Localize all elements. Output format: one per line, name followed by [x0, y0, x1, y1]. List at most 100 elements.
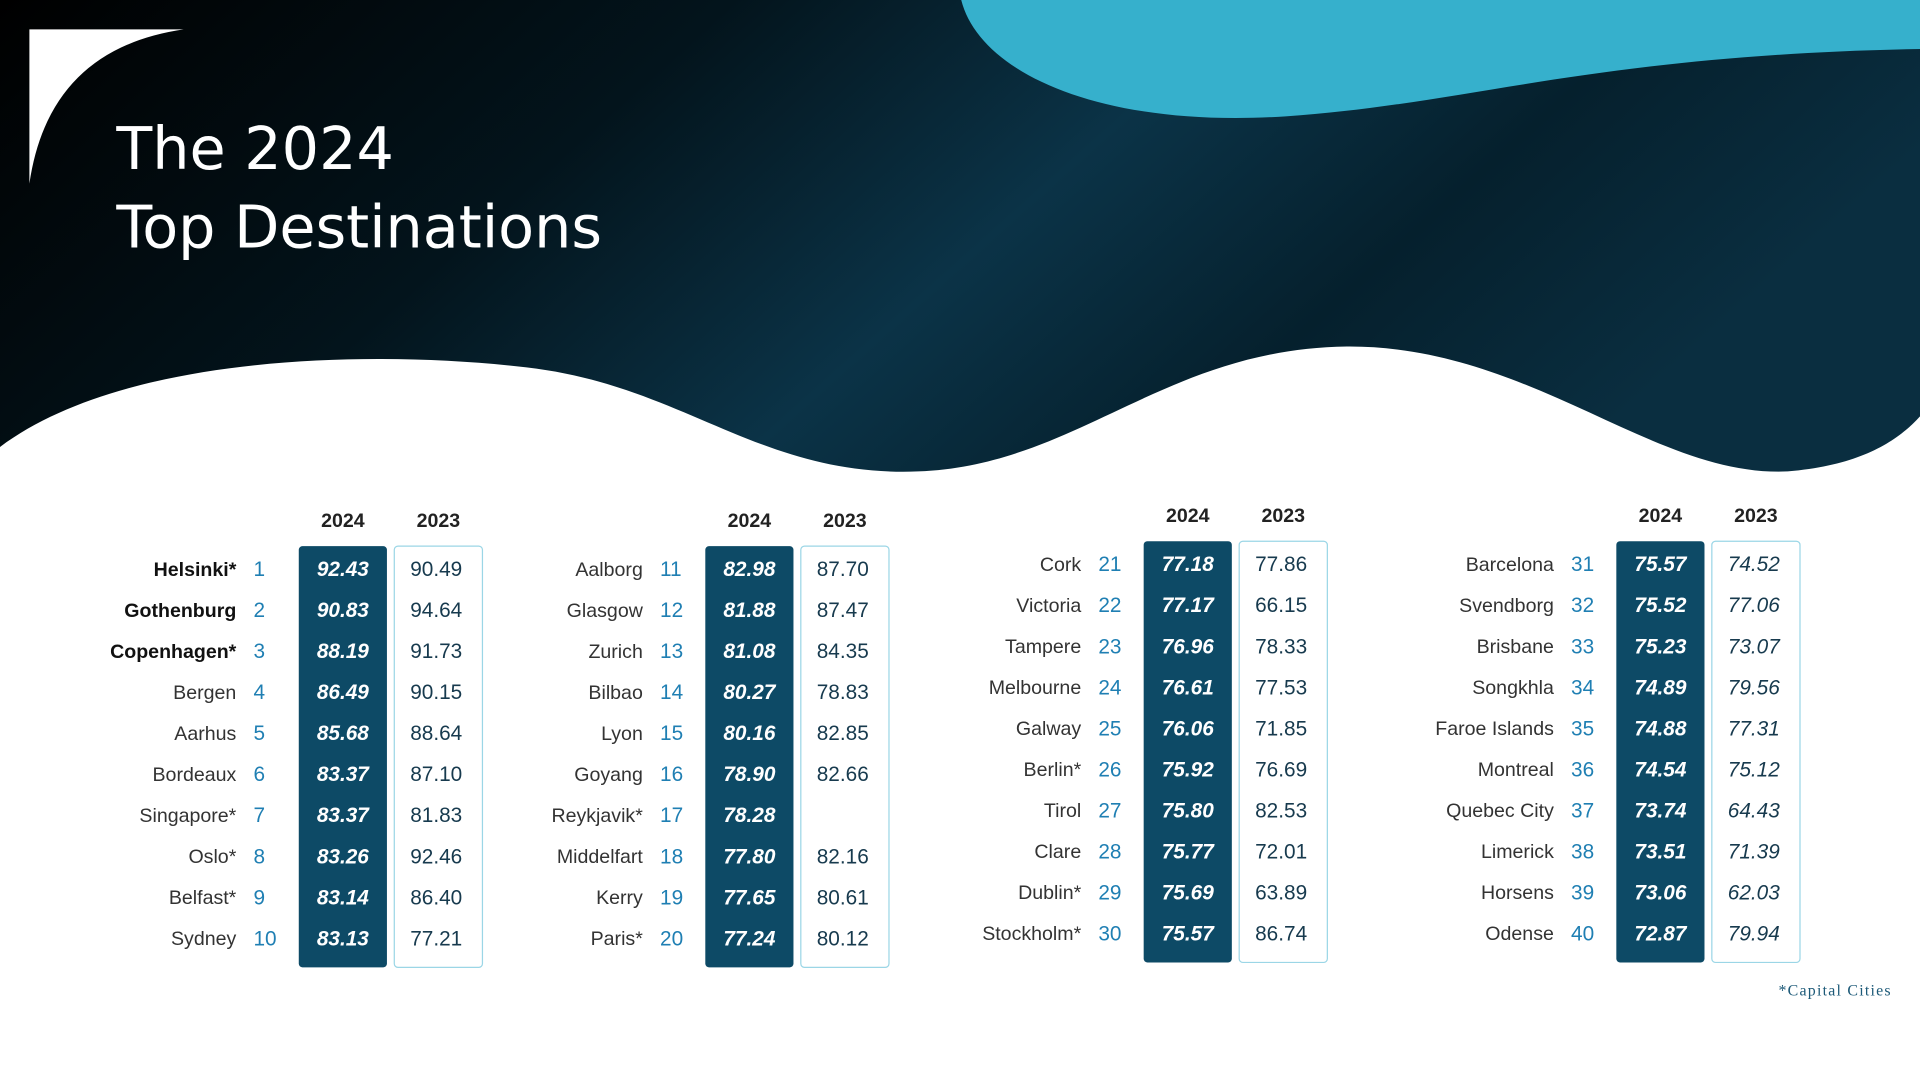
score-2023: 92.46: [410, 845, 462, 868]
destination-name: Clare: [1034, 841, 1081, 863]
score-2024: 85.68: [317, 722, 369, 745]
rank: 28: [1098, 840, 1121, 863]
teal-shape: [961, 0, 1920, 119]
destination-name: Aalborg: [575, 559, 642, 581]
destination-name: Reykjavik*: [551, 805, 643, 827]
score-2024: 82.98: [723, 558, 775, 581]
rank: 38: [1571, 840, 1594, 863]
rank: 37: [1571, 799, 1594, 822]
score-2024: 83.13: [317, 927, 369, 950]
score-2024: 76.96: [1162, 635, 1214, 658]
score-2023: 74.52: [1728, 553, 1780, 576]
title-line: The 2024: [115, 114, 394, 183]
column-header: 2024: [1166, 505, 1210, 527]
score-column-2023: [800, 545, 890, 968]
rank: 21: [1098, 553, 1121, 576]
rank: 22: [1098, 594, 1121, 617]
score-2024: 75.77: [1162, 840, 1215, 863]
score-2024: 77.17: [1162, 594, 1215, 617]
score-2024: 78.28: [723, 804, 775, 827]
score-2023: 63.89: [1255, 881, 1307, 904]
destination-name: Songkhla: [1472, 677, 1554, 699]
rank: 36: [1571, 758, 1594, 781]
rank: 1: [253, 558, 265, 581]
score-2024: 86.49: [317, 681, 369, 704]
destination-name: Sydney: [171, 928, 237, 950]
score-2023: 82.53: [1255, 799, 1307, 822]
score-2024: 76.61: [1162, 676, 1214, 699]
destination-name: Lyon: [601, 723, 643, 745]
score-2024: 73.51: [1634, 840, 1686, 863]
destination-name: Victoria: [1016, 595, 1081, 617]
rank: 29: [1098, 881, 1121, 904]
rank: 13: [660, 640, 683, 663]
destination-name: Bergen: [173, 682, 236, 704]
score-2023: 71.85: [1255, 717, 1307, 740]
destination-name: Montreal: [1478, 759, 1554, 781]
score-column-2024: [705, 546, 794, 968]
score-2024: 75.80: [1162, 799, 1214, 822]
rank: 5: [253, 722, 265, 745]
footnote: *Capital Cities: [1778, 982, 1891, 999]
score-2023: 82.66: [817, 763, 869, 786]
score-2024: 92.43: [317, 558, 369, 581]
rank: 27: [1098, 799, 1121, 822]
score-2024: 74.54: [1634, 758, 1686, 781]
rank: 3: [253, 640, 265, 663]
score-2023: 87.10: [410, 763, 462, 786]
score-2024: 83.14: [317, 886, 369, 909]
destination-name: Aarhus: [174, 723, 236, 745]
destination-name: Singapore*: [139, 805, 236, 827]
score-2024: 90.83: [317, 599, 369, 622]
rank: 6: [253, 763, 265, 786]
destination-name: Belfast*: [169, 887, 237, 909]
destination-name: Tampere: [1005, 636, 1081, 658]
destination-name: Odense: [1485, 923, 1554, 945]
score-2024: 83.26: [317, 845, 369, 868]
destination-name: Zurich: [588, 641, 642, 663]
score-2023: 66.15: [1255, 594, 1307, 617]
score-2023: 78.83: [817, 681, 869, 704]
score-2024: 75.23: [1634, 635, 1686, 658]
score-2024: 81.88: [723, 599, 775, 622]
score-2024: 73.74: [1634, 799, 1686, 822]
score-column-2023: [393, 545, 484, 968]
score-2024: 80.27: [723, 681, 776, 704]
destination-name: Limerick: [1481, 841, 1554, 863]
score-column-2024: [1143, 541, 1232, 963]
rank: 26: [1098, 758, 1121, 781]
score-2023: 73.07: [1728, 635, 1781, 658]
score-column-2024: [1616, 541, 1705, 963]
score-2024: 76.06: [1162, 717, 1214, 740]
rank: 11: [660, 558, 682, 581]
destination-name: Quebec City: [1446, 800, 1554, 822]
score-2023: 90.15: [410, 681, 462, 704]
rank: 15: [660, 722, 683, 745]
column-header: 2023: [1734, 505, 1778, 527]
destination-name: Bilbao: [588, 682, 643, 704]
rank: 8: [253, 845, 265, 868]
rank: 4: [253, 681, 265, 704]
score-2023: 80.61: [817, 886, 869, 909]
score-2023: 82.85: [817, 722, 869, 745]
score-2024: 72.87: [1634, 922, 1687, 945]
score-2024: 74.89: [1634, 676, 1686, 699]
score-2023: 88.64: [410, 722, 462, 745]
destination-name: Stockholm*: [982, 923, 1081, 945]
column-header: 2023: [417, 510, 461, 532]
destination-name: Paris*: [591, 928, 644, 950]
destination-name: Middelfart: [557, 846, 644, 868]
score-column-2023: [1711, 540, 1801, 964]
destination-name: Cork: [1040, 554, 1082, 576]
destination-name: Helsinki*: [154, 559, 237, 581]
score-2024: 80.16: [723, 722, 775, 745]
score-2023: 90.49: [410, 558, 462, 581]
destination-name: Berlin*: [1024, 759, 1082, 781]
score-2023: 75.12: [1728, 758, 1780, 781]
destination-name: Melbourne: [989, 677, 1082, 699]
rank: 39: [1571, 881, 1594, 904]
score-2024: 75.92: [1162, 758, 1214, 781]
score-2023: 77.21: [410, 927, 462, 950]
rank: 25: [1098, 717, 1121, 740]
rank: 34: [1571, 676, 1594, 699]
